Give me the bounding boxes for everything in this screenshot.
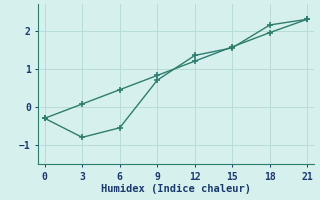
X-axis label: Humidex (Indice chaleur): Humidex (Indice chaleur) bbox=[101, 184, 251, 194]
